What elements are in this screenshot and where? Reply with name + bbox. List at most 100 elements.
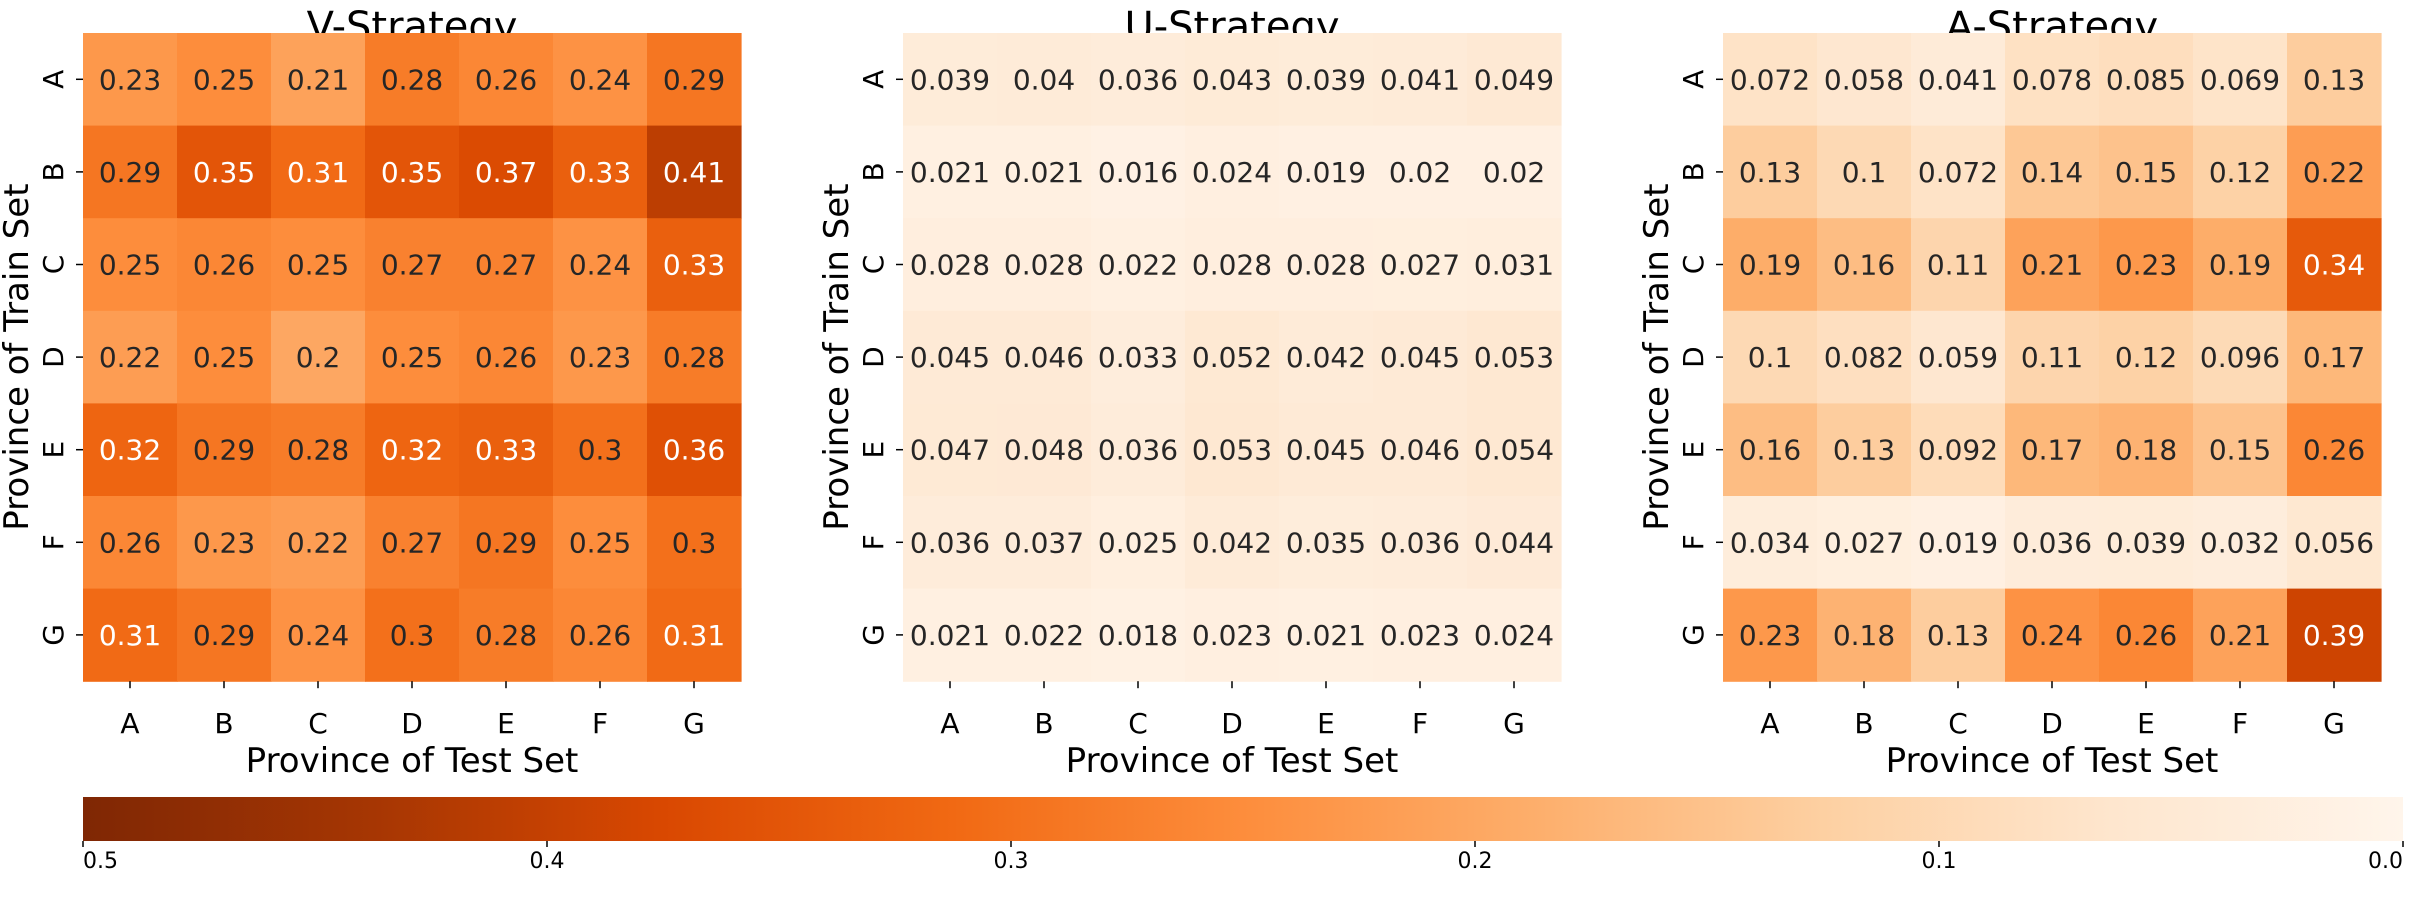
cell-value-label: 0.32 bbox=[99, 434, 161, 467]
cell-value-label: 0.1 bbox=[1748, 341, 1793, 374]
x-tick-label: E bbox=[497, 707, 515, 740]
heatmap-cell bbox=[365, 310, 460, 404]
heatmap-cell bbox=[647, 218, 742, 312]
cell-value-label: 0.29 bbox=[475, 526, 537, 559]
heatmap-cell bbox=[647, 125, 742, 219]
cell-value-label: 0.33 bbox=[569, 156, 631, 189]
heatmap-cell bbox=[1091, 310, 1186, 404]
cell-value-label: 0.23 bbox=[99, 63, 161, 96]
x-tick-label: B bbox=[1854, 707, 1873, 740]
x-tick-label: B bbox=[214, 707, 233, 740]
heatmap-cell bbox=[365, 218, 460, 312]
heatmap-cell bbox=[1817, 496, 1912, 590]
cell-value-label: 0.13 bbox=[1833, 434, 1895, 467]
heatmap-cell bbox=[1817, 588, 1912, 682]
heatmap-cell bbox=[1911, 33, 2006, 127]
y-tick-label: A bbox=[1677, 70, 1710, 89]
cell-value-label: 0.31 bbox=[287, 156, 349, 189]
heatmap-cell bbox=[1279, 588, 1374, 682]
cell-value-label: 0.21 bbox=[2209, 619, 2271, 652]
heatmap-cell bbox=[1467, 218, 1562, 312]
heatmap-cell bbox=[997, 33, 1092, 127]
y-tick-label: C bbox=[37, 255, 70, 275]
cell-value-label: 0.17 bbox=[2303, 341, 2365, 374]
cell-value-label: 0.021 bbox=[1004, 156, 1084, 189]
heatmap-cell bbox=[1373, 33, 1468, 127]
heatmap-cell bbox=[1279, 403, 1374, 497]
cell-value-label: 0.29 bbox=[193, 619, 255, 652]
heatmap-cell bbox=[647, 310, 742, 404]
x-axis-label: Province of Test Set bbox=[246, 741, 579, 781]
heatmap-cell bbox=[1723, 496, 1818, 590]
heatmap-cell bbox=[2287, 310, 2382, 404]
y-tick-label: F bbox=[37, 534, 70, 550]
cell-value-label: 0.33 bbox=[663, 249, 725, 282]
heatmap-cell bbox=[1911, 218, 2006, 312]
heatmap-cell bbox=[2005, 33, 2100, 127]
heatmap-cell bbox=[1373, 310, 1468, 404]
cell-value-label: 0.15 bbox=[2115, 156, 2177, 189]
heatmap-cell bbox=[1817, 33, 1912, 127]
cell-value-label: 0.37 bbox=[475, 156, 537, 189]
heatmap-cell bbox=[997, 310, 1092, 404]
heatmap-cell bbox=[177, 218, 272, 312]
colorbar-gradient bbox=[83, 797, 2403, 841]
cell-value-label: 0.028 bbox=[910, 249, 990, 282]
heatmap-cell bbox=[1723, 125, 1818, 219]
cell-value-label: 0.36 bbox=[663, 434, 725, 467]
heatmap-cell bbox=[997, 403, 1092, 497]
heatmap-cell bbox=[553, 310, 648, 404]
heatmap-cell bbox=[365, 33, 460, 127]
cell-value-label: 0.036 bbox=[910, 526, 990, 559]
x-tick-label: F bbox=[1412, 707, 1428, 740]
cell-value-label: 0.045 bbox=[910, 341, 990, 374]
cell-value-label: 0.21 bbox=[2021, 249, 2083, 282]
colorbar: 0.5 0.4 0.3 0.2 0.1 0.0 bbox=[82, 797, 2404, 874]
heatmap-cell bbox=[1467, 403, 1562, 497]
cell-value-label: 0.044 bbox=[1474, 526, 1554, 559]
cell-value-label: 0.16 bbox=[1833, 249, 1895, 282]
heatmap-cell bbox=[1185, 33, 1280, 127]
cell-value-label: 0.18 bbox=[1833, 619, 1895, 652]
cell-value-label: 0.21 bbox=[287, 63, 349, 96]
cell-value-label: 0.3 bbox=[578, 434, 623, 467]
heatmap-cell bbox=[1911, 588, 2006, 682]
heatmap-cell bbox=[1373, 403, 1468, 497]
heatmap-cell bbox=[553, 588, 648, 682]
heatmap-cell bbox=[177, 588, 272, 682]
heatmap-cell bbox=[2005, 496, 2100, 590]
heatmap-cell bbox=[83, 310, 178, 404]
heatmap-cell bbox=[647, 33, 742, 127]
heatmap-cell bbox=[903, 403, 998, 497]
cell-value-label: 0.059 bbox=[1918, 341, 1998, 374]
cell-value-label: 0.11 bbox=[2021, 341, 2083, 374]
cell-value-label: 0.092 bbox=[1918, 434, 1998, 467]
x-tick-label: E bbox=[2137, 707, 2155, 740]
cell-value-label: 0.29 bbox=[99, 156, 161, 189]
cell-value-label: 0.039 bbox=[910, 63, 990, 96]
heatmap-cell bbox=[1467, 588, 1562, 682]
cell-value-label: 0.26 bbox=[569, 619, 631, 652]
heatmap-cell bbox=[1185, 310, 1280, 404]
heatmap-cell bbox=[83, 588, 178, 682]
heatmap-cell bbox=[1817, 218, 1912, 312]
cell-value-label: 0.036 bbox=[1098, 434, 1178, 467]
heatmap-cell bbox=[903, 33, 998, 127]
cell-value-label: 0.036 bbox=[2012, 526, 2092, 559]
y-tick-label: G bbox=[1677, 624, 1710, 646]
colorbar-tick-label: 0.2 bbox=[1458, 849, 1493, 874]
cell-value-label: 0.082 bbox=[1824, 341, 1904, 374]
cell-value-label: 0.072 bbox=[1730, 63, 1810, 96]
heatmap-cell bbox=[2193, 588, 2288, 682]
heatmap-cell bbox=[997, 588, 1092, 682]
heatmap-cell bbox=[1723, 588, 1818, 682]
heatmap-cell bbox=[1279, 218, 1374, 312]
cell-value-label: 0.036 bbox=[1098, 63, 1178, 96]
heatmap-cell bbox=[459, 125, 554, 219]
cell-value-label: 0.16 bbox=[1739, 434, 1801, 467]
cell-value-label: 0.039 bbox=[2106, 526, 2186, 559]
cell-value-label: 0.32 bbox=[381, 434, 443, 467]
heatmap-cell bbox=[997, 218, 1092, 312]
y-tick-label: A bbox=[37, 70, 70, 89]
heatmap-cell bbox=[459, 496, 554, 590]
